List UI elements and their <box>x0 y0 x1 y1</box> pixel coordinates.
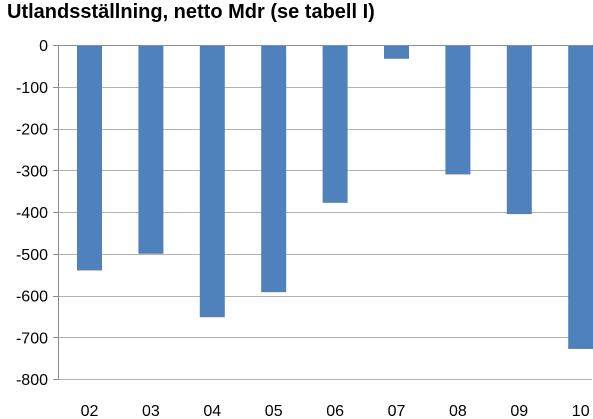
axes <box>53 45 592 380</box>
x-tick-label: 10 <box>572 403 590 419</box>
x-tick-label: 03 <box>142 403 160 419</box>
y-tick-label: 0 <box>39 38 48 55</box>
chart-title: Utlandsställning, netto Mdr (se tabell I… <box>7 1 375 23</box>
bar-02 <box>77 45 102 271</box>
y-tick-label: -300 <box>16 163 48 180</box>
y-tick-label: -700 <box>16 330 48 347</box>
y-tick-label: -100 <box>16 80 48 97</box>
y-tick-labels: 0 -100 -200 -300 -400 -500 -600 -700 -800 <box>16 38 48 389</box>
bar-07 <box>384 45 409 59</box>
x-tick-label: 04 <box>203 403 221 419</box>
bar-05 <box>261 45 287 293</box>
x-tick-label: 08 <box>449 403 467 419</box>
x-tick-label: 06 <box>326 403 344 419</box>
y-tick-label: -400 <box>16 205 48 222</box>
bars <box>77 45 593 349</box>
bar-04 <box>199 45 225 318</box>
bar-08 <box>445 45 471 175</box>
bar-10 <box>568 45 593 349</box>
x-tick-label: 09 <box>510 403 528 419</box>
x-tick-label: 02 <box>81 403 99 419</box>
bar-09 <box>506 45 532 215</box>
y-tick-label: -500 <box>16 247 48 264</box>
bar-06 <box>322 45 348 203</box>
bar-03 <box>138 45 164 254</box>
y-tick-label: -200 <box>16 122 48 139</box>
y-tick-label: -600 <box>16 289 48 306</box>
x-tick-label: 05 <box>265 403 283 419</box>
x-tick-label: 07 <box>388 403 406 419</box>
y-tick-label: -800 <box>16 372 48 389</box>
x-tick-labels: 02 03 04 05 06 07 08 09 10 <box>81 403 590 419</box>
